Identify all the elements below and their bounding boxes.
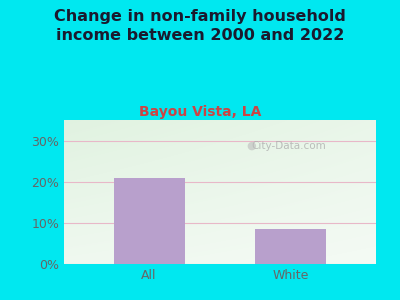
Bar [114, 178, 184, 264]
Text: ●: ● [246, 141, 256, 151]
Text: City-Data.com: City-Data.com [251, 141, 326, 151]
Bar [256, 229, 326, 264]
Text: Bayou Vista, LA: Bayou Vista, LA [139, 105, 261, 119]
Text: Change in non-family household
income between 2000 and 2022: Change in non-family household income be… [54, 9, 346, 43]
